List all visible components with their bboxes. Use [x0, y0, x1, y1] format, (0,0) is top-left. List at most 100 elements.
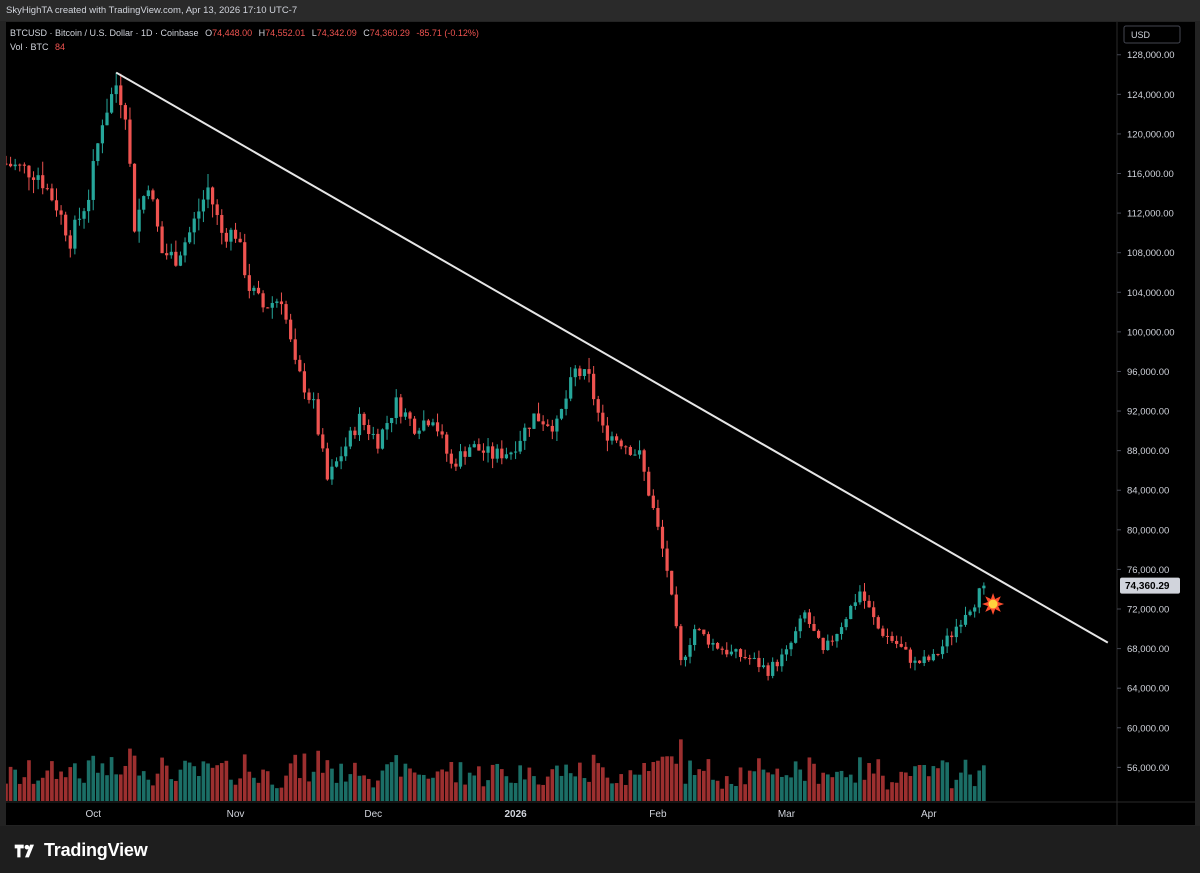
candle-body — [743, 656, 747, 659]
candle-body — [243, 242, 247, 276]
volume-bar — [853, 782, 858, 801]
volume-bar — [926, 776, 931, 801]
candle-body — [532, 413, 536, 429]
volume-bar — [545, 776, 550, 801]
candle-body — [477, 444, 481, 451]
candle-body — [614, 436, 619, 441]
volume-bar — [582, 778, 587, 801]
volume-bar — [559, 775, 564, 801]
volume-bar — [463, 784, 467, 801]
candle-body — [68, 235, 72, 249]
volume-bar — [141, 771, 146, 801]
candle-body — [197, 211, 201, 219]
candle-body — [798, 618, 802, 632]
candle-body — [504, 454, 509, 459]
volume-bar — [444, 771, 449, 801]
volume-bar — [385, 764, 389, 801]
legend-close: 74,360.29 — [370, 28, 410, 38]
candle-body — [468, 447, 472, 457]
volume-bar — [628, 770, 633, 801]
last-price-label: 74,360.29 — [1125, 581, 1170, 592]
volume-bar — [903, 772, 908, 801]
volume-bar — [825, 774, 830, 801]
volume-bar — [13, 769, 18, 801]
candle-body — [605, 425, 610, 441]
volume-bar — [454, 782, 458, 801]
candle-body — [610, 436, 614, 441]
candle-body — [890, 636, 894, 641]
candle-body — [853, 602, 857, 606]
candle-body — [559, 408, 564, 419]
volume-bar — [137, 775, 141, 801]
volume-bar — [192, 766, 197, 801]
volume-bar — [449, 761, 454, 801]
candle-body — [830, 640, 834, 642]
candle-body — [794, 631, 798, 643]
currency-selector[interactable]: USD — [1123, 25, 1181, 44]
candle-body — [353, 430, 357, 436]
volume-bar — [862, 779, 867, 801]
candle-body — [761, 665, 766, 668]
volume-bar — [665, 756, 669, 801]
volume-bar — [155, 773, 160, 801]
candle-body — [660, 526, 665, 549]
candle-body — [550, 425, 554, 432]
candle-body — [748, 658, 752, 660]
volume-bar — [307, 781, 311, 801]
volume-bar — [417, 774, 422, 801]
volume-bar — [876, 759, 881, 801]
candle-body — [22, 164, 26, 166]
volume-bar — [518, 765, 523, 801]
candle-body — [192, 218, 196, 233]
candle-body — [394, 397, 398, 418]
volume-bar — [747, 770, 752, 801]
volume-bar — [573, 776, 578, 801]
volume-bar — [302, 753, 307, 801]
volume-bar — [499, 769, 504, 801]
volume-bar — [812, 763, 816, 801]
candle-body — [872, 607, 876, 618]
last-price-tag: 74,360.29 — [1120, 577, 1180, 594]
price-tick-label: 76,000.00 — [1127, 565, 1169, 576]
candle-body — [931, 653, 935, 661]
volume-bar — [293, 754, 298, 801]
price-tick-label: 56,000.00 — [1127, 763, 1169, 774]
candle-body — [945, 635, 949, 647]
volume-bar — [206, 763, 210, 801]
explosion-icon — [982, 593, 1005, 616]
volume-bar — [701, 770, 706, 801]
volume-bar — [490, 764, 495, 801]
candle-body — [417, 430, 421, 434]
candle-body — [371, 433, 375, 435]
volume-bar — [261, 769, 265, 801]
volume-bar — [219, 763, 224, 801]
candle-body — [206, 187, 210, 200]
candle-body — [536, 413, 541, 422]
chart-area[interactable]: BTCUSD · Bitcoin / U.S. Dollar · 1D · Co… — [4, 22, 1195, 825]
volume-bar — [729, 783, 734, 801]
volume-bar — [651, 762, 656, 801]
price-chart[interactable]: BTCUSD · Bitcoin / U.S. Dollar · 1D · Co… — [4, 22, 1195, 825]
candle-body — [307, 392, 311, 400]
volume-bar — [761, 769, 766, 801]
volume-bar — [54, 778, 59, 801]
volume-bar — [256, 782, 261, 801]
volume-bar — [564, 764, 568, 801]
candle-body — [146, 190, 150, 197]
volume-bar — [412, 772, 417, 801]
volume-bar — [908, 776, 913, 801]
volume-bar — [408, 768, 412, 801]
volume-bar — [949, 788, 954, 801]
candle-body — [87, 199, 91, 212]
volume-bar — [757, 758, 761, 801]
volume-bar — [233, 784, 238, 801]
volume-bar — [334, 782, 339, 801]
volume-bar — [174, 780, 178, 801]
candle-body — [523, 427, 527, 441]
candle-body — [899, 643, 903, 647]
candle-body — [210, 187, 215, 205]
candle-body — [220, 215, 224, 233]
volume-bar — [458, 762, 463, 801]
volume-bar — [366, 778, 371, 801]
candle-body — [670, 570, 674, 595]
